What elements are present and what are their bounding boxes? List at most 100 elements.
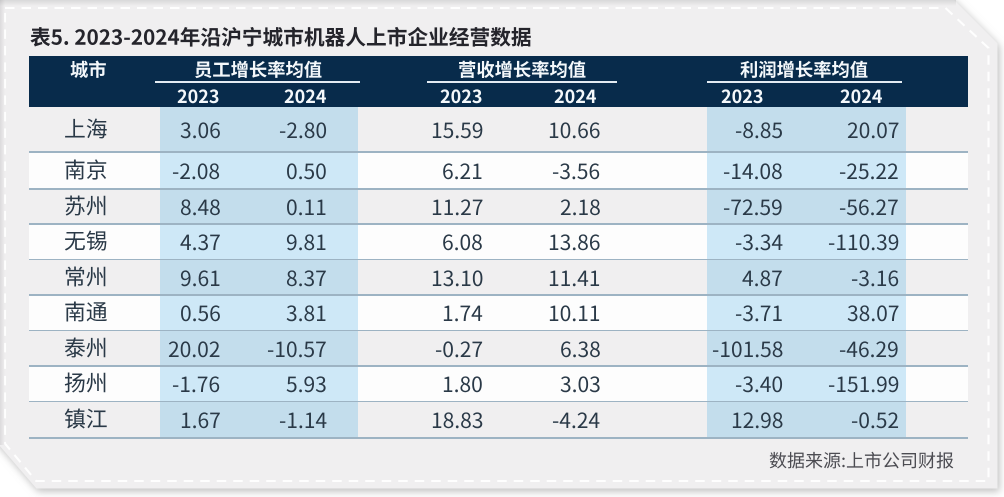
value-cell: 18.83 (431, 410, 483, 434)
table-row (29, 151, 968, 188)
text-glyphs (724, 199, 782, 216)
text-glyphs (740, 60, 868, 79)
text-glyphs (177, 89, 219, 104)
value-cell: -3.16 (851, 268, 899, 292)
value-cell: -25.22 (839, 161, 899, 185)
highlight-column-cell (159, 223, 358, 259)
city-cell: 无锡 (64, 230, 108, 254)
value-cell: 1.67 (180, 410, 221, 434)
text-glyphs (65, 337, 106, 358)
value-cell: -46.29 (839, 339, 899, 363)
value-cell: 8.48 (180, 197, 221, 221)
table-row (29, 188, 968, 223)
text-glyphs (30, 26, 531, 47)
text-glyphs (721, 89, 763, 104)
text-glyphs (560, 199, 600, 216)
table-row (29, 401, 968, 438)
text-glyphs (279, 122, 326, 139)
text-glyphs (840, 199, 899, 216)
column-group-underline (155, 80, 360, 84)
highlight-column-cell (159, 188, 358, 223)
value-cell: 13.10 (431, 268, 483, 292)
text-glyphs (724, 163, 783, 180)
city-cell: 镇江 (64, 408, 108, 432)
text-glyphs (65, 195, 106, 216)
value-cell: -1.14 (279, 410, 327, 434)
text-glyphs (549, 305, 600, 322)
text-glyphs (65, 118, 107, 139)
text-glyphs (65, 159, 107, 180)
highlight-column-cell (159, 294, 358, 330)
value-cell: -0.52 (851, 410, 899, 434)
text-glyphs (555, 89, 597, 104)
text-glyphs (194, 60, 322, 79)
source-note: 数据来源:上市公司财报 (769, 451, 954, 472)
text-glyphs (65, 301, 108, 322)
value-cell: -10.57 (267, 339, 327, 363)
text-glyphs (458, 60, 586, 79)
value-cell: -1.76 (172, 374, 220, 398)
text-glyphs (180, 122, 220, 139)
column-group-label: 员工增长率均值 (194, 60, 322, 81)
value-cell: 11.27 (431, 197, 483, 221)
value-cell: 20.07 (847, 120, 899, 144)
column-header-year: 2023 (721, 88, 763, 108)
text-glyphs (66, 266, 106, 287)
text-glyphs (64, 408, 107, 429)
value-cell: -2.08 (172, 161, 220, 185)
column-group-underline (707, 80, 902, 84)
highlight-column-cell (706, 106, 906, 151)
value-cell: 10.66 (548, 120, 600, 144)
table-row (29, 107, 968, 152)
highlight-column-cell (706, 151, 906, 188)
highlight-column-cell (706, 400, 906, 437)
text-glyphs (840, 341, 898, 358)
text-glyphs (735, 122, 782, 139)
city-cell: 苏州 (64, 195, 108, 219)
value-cell: 6.08 (442, 232, 483, 256)
value-cell: 11.41 (548, 268, 600, 292)
text-glyphs (287, 163, 326, 180)
text-glyphs (549, 122, 600, 139)
text-glyphs (440, 89, 482, 104)
value-cell: -72.59 (723, 197, 783, 221)
value-cell: -3.56 (552, 161, 600, 185)
text-glyphs (769, 451, 954, 469)
value-cell: 9.81 (286, 232, 327, 256)
city-cell: 扬州 (64, 372, 108, 396)
value-cell: 12.98 (731, 410, 783, 434)
highlight-column-cell (706, 223, 906, 259)
text-glyphs (549, 234, 600, 251)
text-glyphs (287, 234, 326, 251)
text-glyphs (180, 234, 220, 251)
city-cell: 南京 (64, 159, 108, 183)
value-cell: 4.87 (742, 268, 783, 292)
text-glyphs (560, 376, 600, 393)
row-separator (29, 188, 968, 190)
text-glyphs (432, 199, 483, 216)
row-separator (29, 294, 968, 296)
text-glyphs (443, 234, 483, 251)
text-glyphs (732, 412, 783, 429)
column-header-year: 2024 (554, 88, 597, 108)
highlight-column-cell (706, 294, 906, 330)
city-cell: 上海 (64, 118, 108, 142)
text-glyphs (173, 163, 220, 180)
city-cell: 南通 (64, 301, 108, 325)
value-cell: 8.37 (286, 268, 327, 292)
value-cell: -110.39 (828, 232, 899, 256)
text-glyphs (735, 234, 783, 251)
value-cell: 0.11 (286, 197, 327, 221)
highlight-column-cell (159, 400, 358, 437)
card-dashed-border (3, 6, 990, 483)
value-cell: -8.85 (735, 120, 783, 144)
row-separator (29, 400, 968, 403)
value-cell: 9.61 (180, 268, 221, 292)
text-glyphs (180, 199, 220, 216)
text-glyphs (287, 199, 326, 216)
value-cell: 3.06 (180, 120, 221, 144)
text-glyphs (180, 305, 220, 322)
text-glyphs (444, 305, 483, 322)
